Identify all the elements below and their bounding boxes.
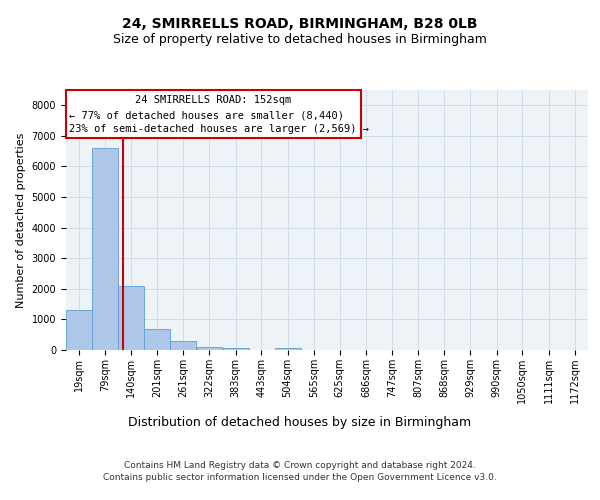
Bar [118,286,144,350]
FancyBboxPatch shape [66,90,361,138]
Text: 23% of semi-detached houses are larger (2,569) →: 23% of semi-detached houses are larger (… [70,124,370,134]
Bar [92,148,118,350]
Bar [275,348,301,350]
Bar [170,341,196,350]
Text: Contains HM Land Registry data © Crown copyright and database right 2024.: Contains HM Land Registry data © Crown c… [124,460,476,469]
Text: Contains public sector information licensed under the Open Government Licence v3: Contains public sector information licen… [103,473,497,482]
Text: 24 SMIRRELLS ROAD: 152sqm: 24 SMIRRELLS ROAD: 152sqm [136,94,292,104]
Text: 24, SMIRRELLS ROAD, BIRMINGHAM, B28 0LB: 24, SMIRRELLS ROAD, BIRMINGHAM, B28 0LB [122,18,478,32]
Y-axis label: Number of detached properties: Number of detached properties [16,132,26,308]
Text: Distribution of detached houses by size in Birmingham: Distribution of detached houses by size … [128,416,472,429]
Text: ← 77% of detached houses are smaller (8,440): ← 77% of detached houses are smaller (8,… [70,110,344,120]
Bar [145,328,170,350]
Bar [197,346,222,350]
Text: Size of property relative to detached houses in Birmingham: Size of property relative to detached ho… [113,32,487,46]
Bar [66,310,92,350]
Bar [223,348,248,350]
